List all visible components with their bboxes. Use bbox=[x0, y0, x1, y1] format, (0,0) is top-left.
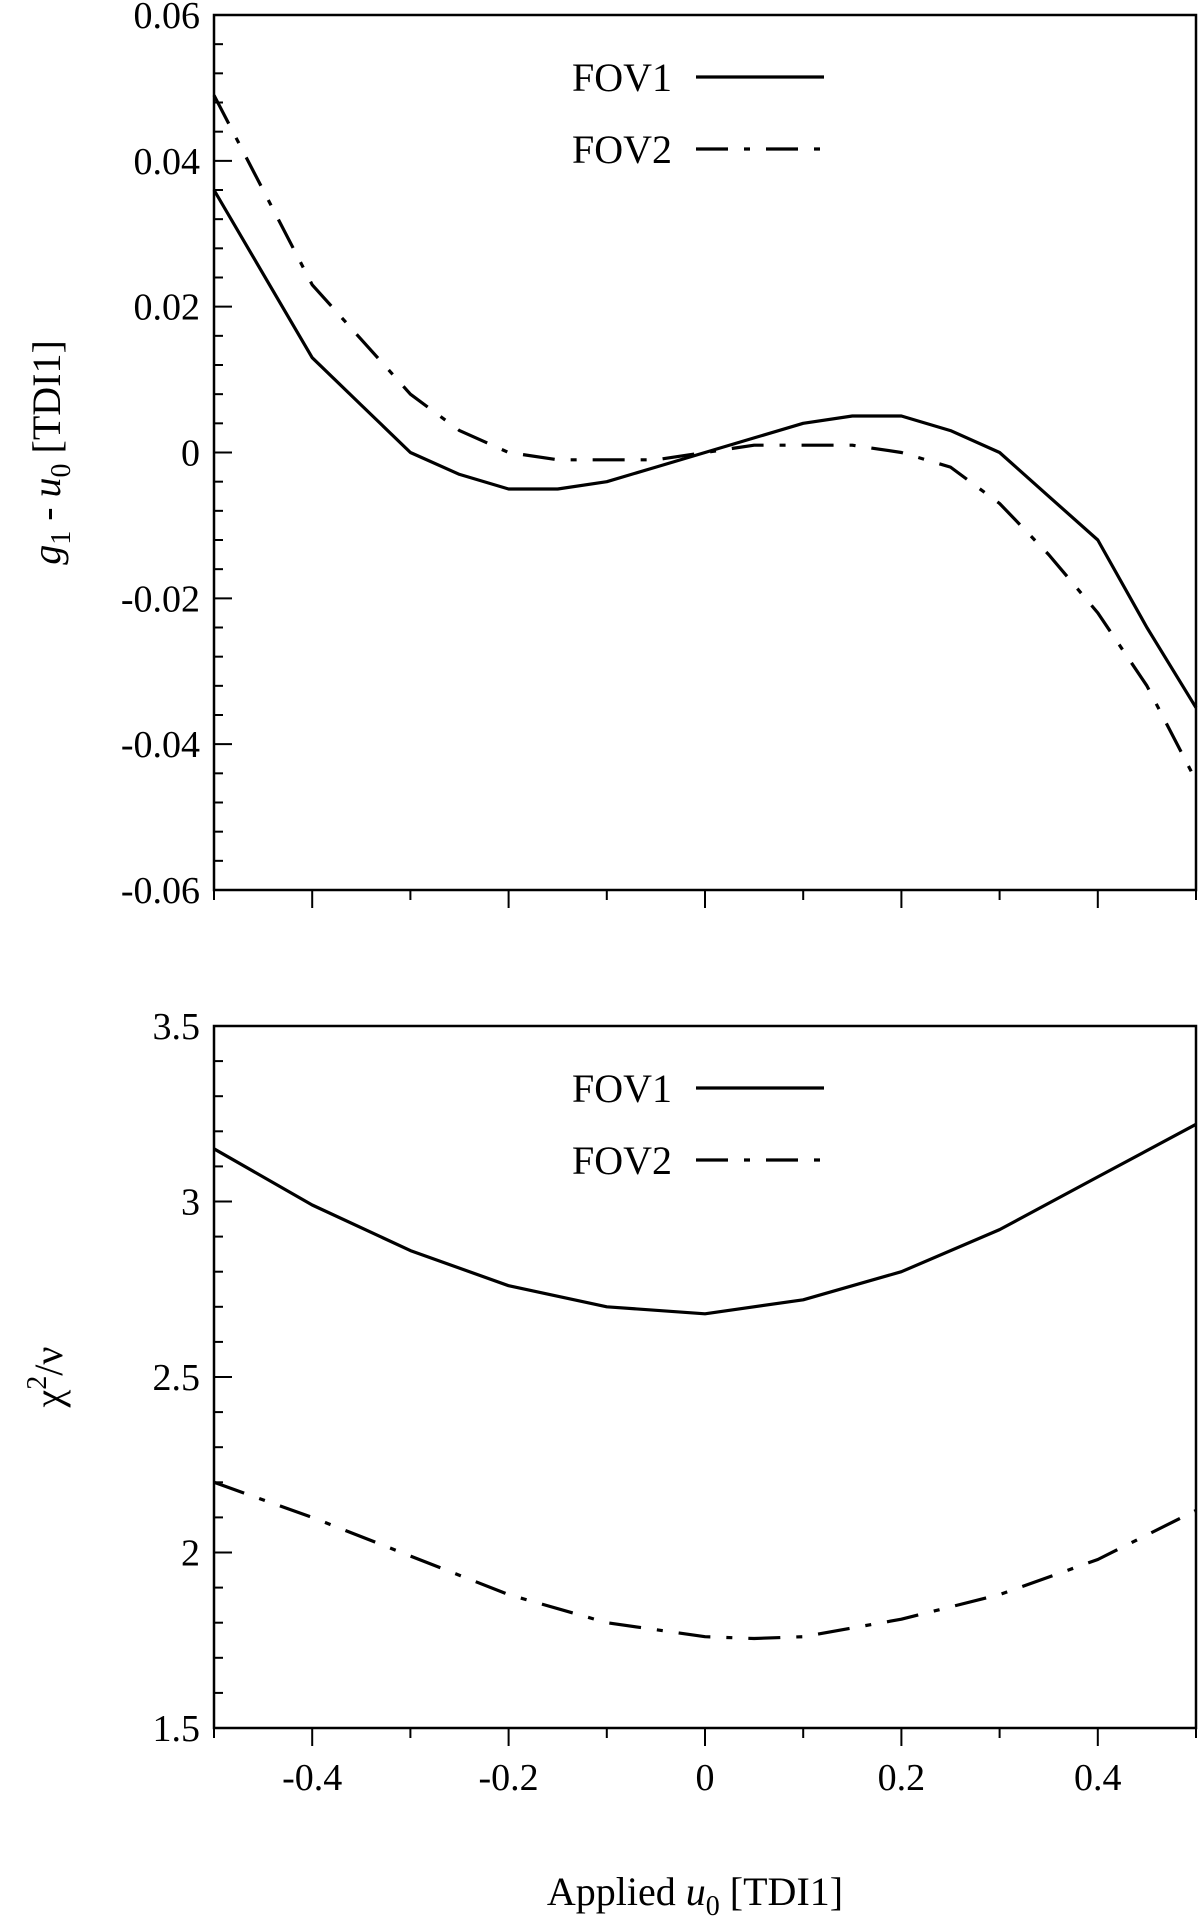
y-tick-label: 3.5 bbox=[153, 1006, 201, 1048]
y-tick-label: 0.06 bbox=[134, 0, 201, 37]
x-axis-title: Applied u0 [TDI1] bbox=[547, 1869, 843, 1920]
y-tick-label: 0.04 bbox=[134, 141, 201, 183]
y-tick-label: -0.06 bbox=[121, 870, 200, 912]
bottom-panel: 1.5 2 2.5 3 3.5 -0.4 -0.2 0 0.2 0.4 χ2/ν Applied u0… bbox=[22, 1006, 1198, 1920]
y-axis-title: χ2/ν bbox=[22, 1347, 71, 1409]
top-panel: -0.06 -0.04 -0.02 0 0.02 0.04 0.06 g1 - u0 [TDI… bbox=[24, 0, 1198, 912]
y-tick-label: -0.04 bbox=[121, 724, 200, 766]
y-tick-label: -0.02 bbox=[121, 578, 200, 620]
y-tick-label: 3 bbox=[181, 1182, 200, 1224]
series-line-fov2 bbox=[212, 94, 1198, 782]
series-line-fov1 bbox=[213, 1122, 1197, 1316]
y-tick-label: 2.5 bbox=[153, 1357, 201, 1399]
x-tick-label: 0.4 bbox=[1074, 1757, 1122, 1799]
x-tick-label: 0 bbox=[696, 1757, 715, 1799]
legend-label: FOV2 bbox=[572, 1138, 672, 1183]
y-tick-label: 2 bbox=[181, 1533, 200, 1575]
y-axis-title: g1 - u0 [TDI1] bbox=[24, 340, 77, 565]
legend-label: FOV2 bbox=[572, 127, 672, 172]
legend-label: FOV1 bbox=[572, 55, 672, 100]
series-line-fov2 bbox=[213, 1480, 1197, 1641]
plot-frame bbox=[212, 1024, 1198, 1730]
y-tick-label: 0.02 bbox=[134, 287, 201, 329]
x-tick-label: -0.2 bbox=[479, 1757, 539, 1799]
legend-label: FOV1 bbox=[572, 1066, 672, 1111]
series-line-fov1 bbox=[212, 189, 1198, 709]
x-tick-label: 0.2 bbox=[878, 1757, 926, 1799]
x-tick-label: -0.4 bbox=[282, 1757, 342, 1799]
y-tick-label: 0 bbox=[181, 433, 200, 475]
y-tick-label: 1.5 bbox=[153, 1708, 201, 1750]
